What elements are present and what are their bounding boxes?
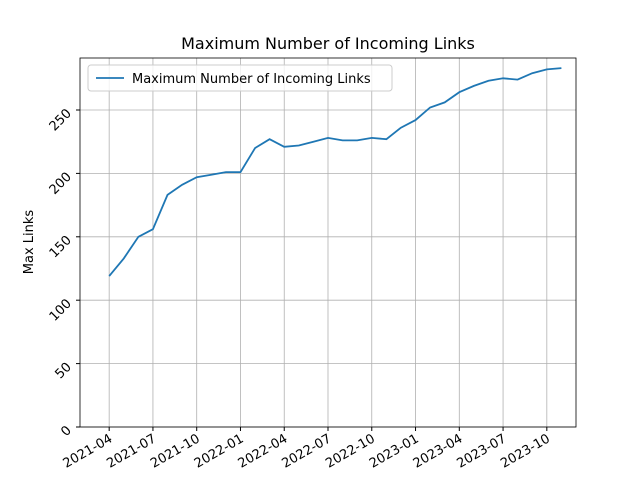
legend-box — [87, 64, 393, 92]
legend-label: Maximum Number of Incoming Links — [132, 72, 371, 87]
line-series — [108, 67, 562, 277]
legend: Maximum Number of Incoming Links — [87, 64, 393, 92]
y-axis-label: Max Links — [22, 210, 37, 275]
plot-frame — [79, 57, 577, 428]
chart-title: Maximum Number of Incoming Links — [181, 34, 475, 53]
